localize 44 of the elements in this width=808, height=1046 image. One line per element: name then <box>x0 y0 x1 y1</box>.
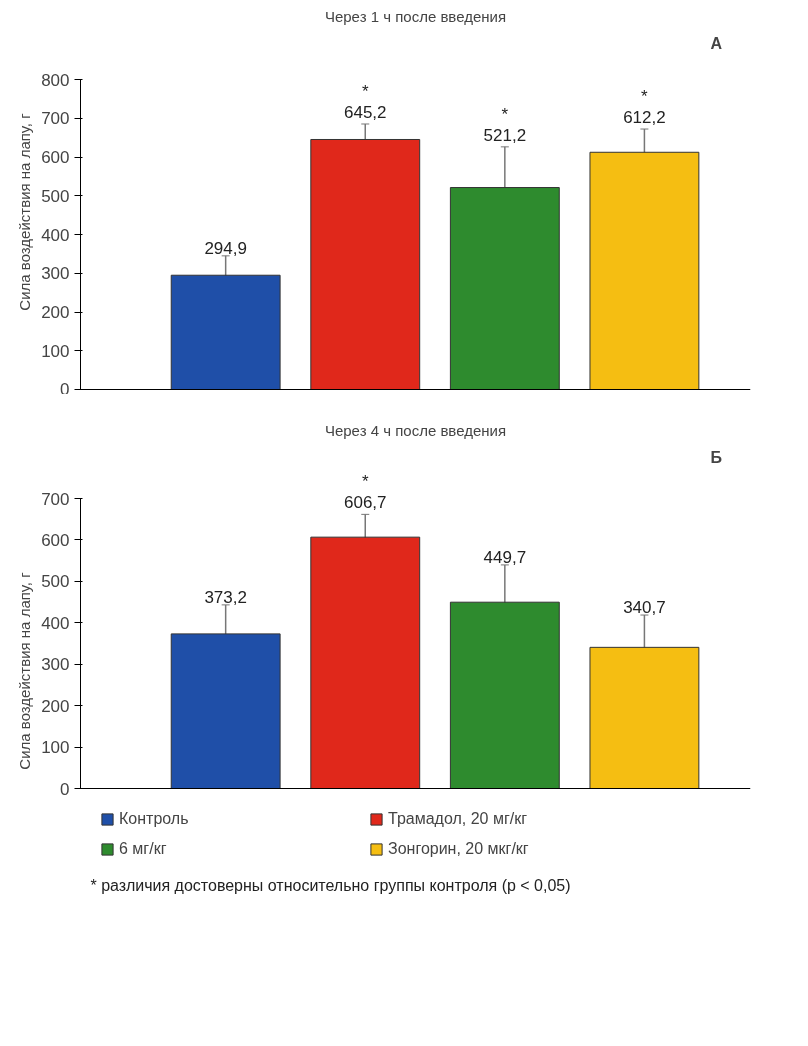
y-tick-label: 200 <box>41 303 70 322</box>
y-tick-label: 300 <box>41 655 70 675</box>
bar <box>589 151 700 390</box>
chart-title: Через 1 ч после введения <box>324 7 507 25</box>
bar <box>310 536 421 789</box>
y-tick-label: 700 <box>41 489 70 509</box>
y-tick-label: 600 <box>41 530 70 550</box>
data-label: 294,9 <box>204 238 247 258</box>
legend-label: 6 мг/кг <box>119 840 168 858</box>
y-tick-label: 500 <box>41 186 70 206</box>
data-label: 373,2 <box>204 587 247 607</box>
data-label: * 645,2 <box>343 82 387 122</box>
y-tick-label: 800 <box>41 70 70 90</box>
data-label: 449,7 <box>483 547 527 567</box>
y-tick-label: 700 <box>41 109 70 129</box>
bar <box>170 633 281 789</box>
text: А <box>710 34 723 52</box>
bar <box>449 601 560 789</box>
data-label: 340,7 <box>623 598 666 618</box>
bar <box>449 187 560 390</box>
y-tick-label: 500 <box>41 572 70 592</box>
legend-label: Контроль <box>119 810 190 828</box>
chart-title: Через 4 ч после введения <box>324 421 507 439</box>
y-tick-label: 300 <box>41 264 70 284</box>
y-tick-label: 600 <box>41 148 70 167</box>
y-axis-title: Сила воздействия на лапу, г <box>16 571 34 770</box>
text: * различия достоверны относительно группы контроля (p < 0,05) <box>90 876 571 894</box>
y-tick-label: 100 <box>41 341 70 361</box>
y-tick-label: 400 <box>41 613 70 633</box>
data-label: * 521,2 <box>483 104 527 145</box>
legend-label: Зонгорин, 20 мкг/кг <box>388 840 530 858</box>
legend-label: Трамадол, 20 мг/кг <box>388 810 529 828</box>
y-axis-title: Сила воздействия на лапу, г <box>16 112 34 311</box>
y-tick-label: 100 <box>41 738 70 758</box>
y-tick-label: 0 <box>60 779 70 799</box>
y-tick-label: 400 <box>41 225 70 245</box>
text: Б <box>710 448 722 466</box>
data-label: * 606,7 <box>343 472 387 513</box>
bar <box>170 274 281 390</box>
data-label: * 612,2 <box>623 87 666 128</box>
bar <box>310 138 421 390</box>
y-tick-label: 200 <box>41 696 70 716</box>
y-tick-label: 0 <box>60 379 70 399</box>
bar <box>589 646 700 789</box>
